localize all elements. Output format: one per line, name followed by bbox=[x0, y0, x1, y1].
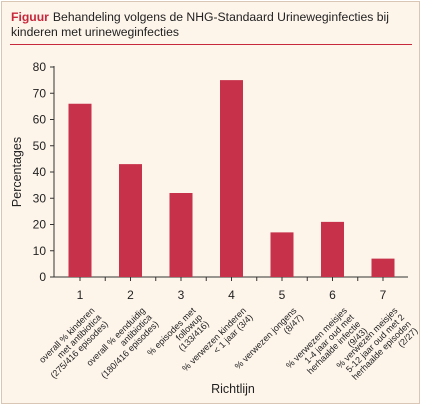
x-tick-label-6: 6 bbox=[329, 288, 336, 302]
x-tick-label-4: 4 bbox=[228, 288, 235, 302]
x-tick-label-5: 5 bbox=[279, 288, 286, 302]
bar-5 bbox=[270, 232, 294, 277]
x-tick-label-3: 3 bbox=[178, 288, 185, 302]
figure-label: Figuur bbox=[11, 10, 49, 24]
y-axis-title: Percentages bbox=[10, 137, 24, 207]
bar-7 bbox=[371, 258, 395, 277]
bar-3 bbox=[169, 193, 193, 277]
bar-6 bbox=[321, 221, 344, 277]
y-tick-label: 80 bbox=[33, 60, 47, 74]
chart-bars bbox=[68, 80, 395, 277]
y-tick-label: 70 bbox=[33, 86, 47, 100]
title-divider bbox=[10, 44, 412, 45]
y-tick-label: 50 bbox=[33, 139, 47, 153]
x-tick-label-7: 7 bbox=[380, 288, 387, 302]
bar-2 bbox=[119, 164, 142, 277]
figure-title: Behandeling volgens de NHG-Standaard Uri… bbox=[11, 10, 389, 39]
bar-1 bbox=[68, 103, 92, 277]
y-tick-label: 30 bbox=[33, 191, 47, 205]
y-tick-label: 10 bbox=[33, 244, 47, 258]
figure-title-block: Figuur Behandeling volgens de NHG-Standaa… bbox=[11, 10, 411, 40]
x-tick-label-2: 2 bbox=[127, 288, 134, 302]
x-tick-label-1: 1 bbox=[77, 288, 84, 302]
x-axis-title: Richtlijn bbox=[211, 382, 255, 396]
y-tick-label: 60 bbox=[33, 113, 47, 127]
y-tick-label: 20 bbox=[33, 218, 47, 232]
y-tick-label: 40 bbox=[33, 165, 47, 179]
y-tick-label: 0 bbox=[39, 270, 46, 284]
bar-4 bbox=[220, 80, 243, 277]
